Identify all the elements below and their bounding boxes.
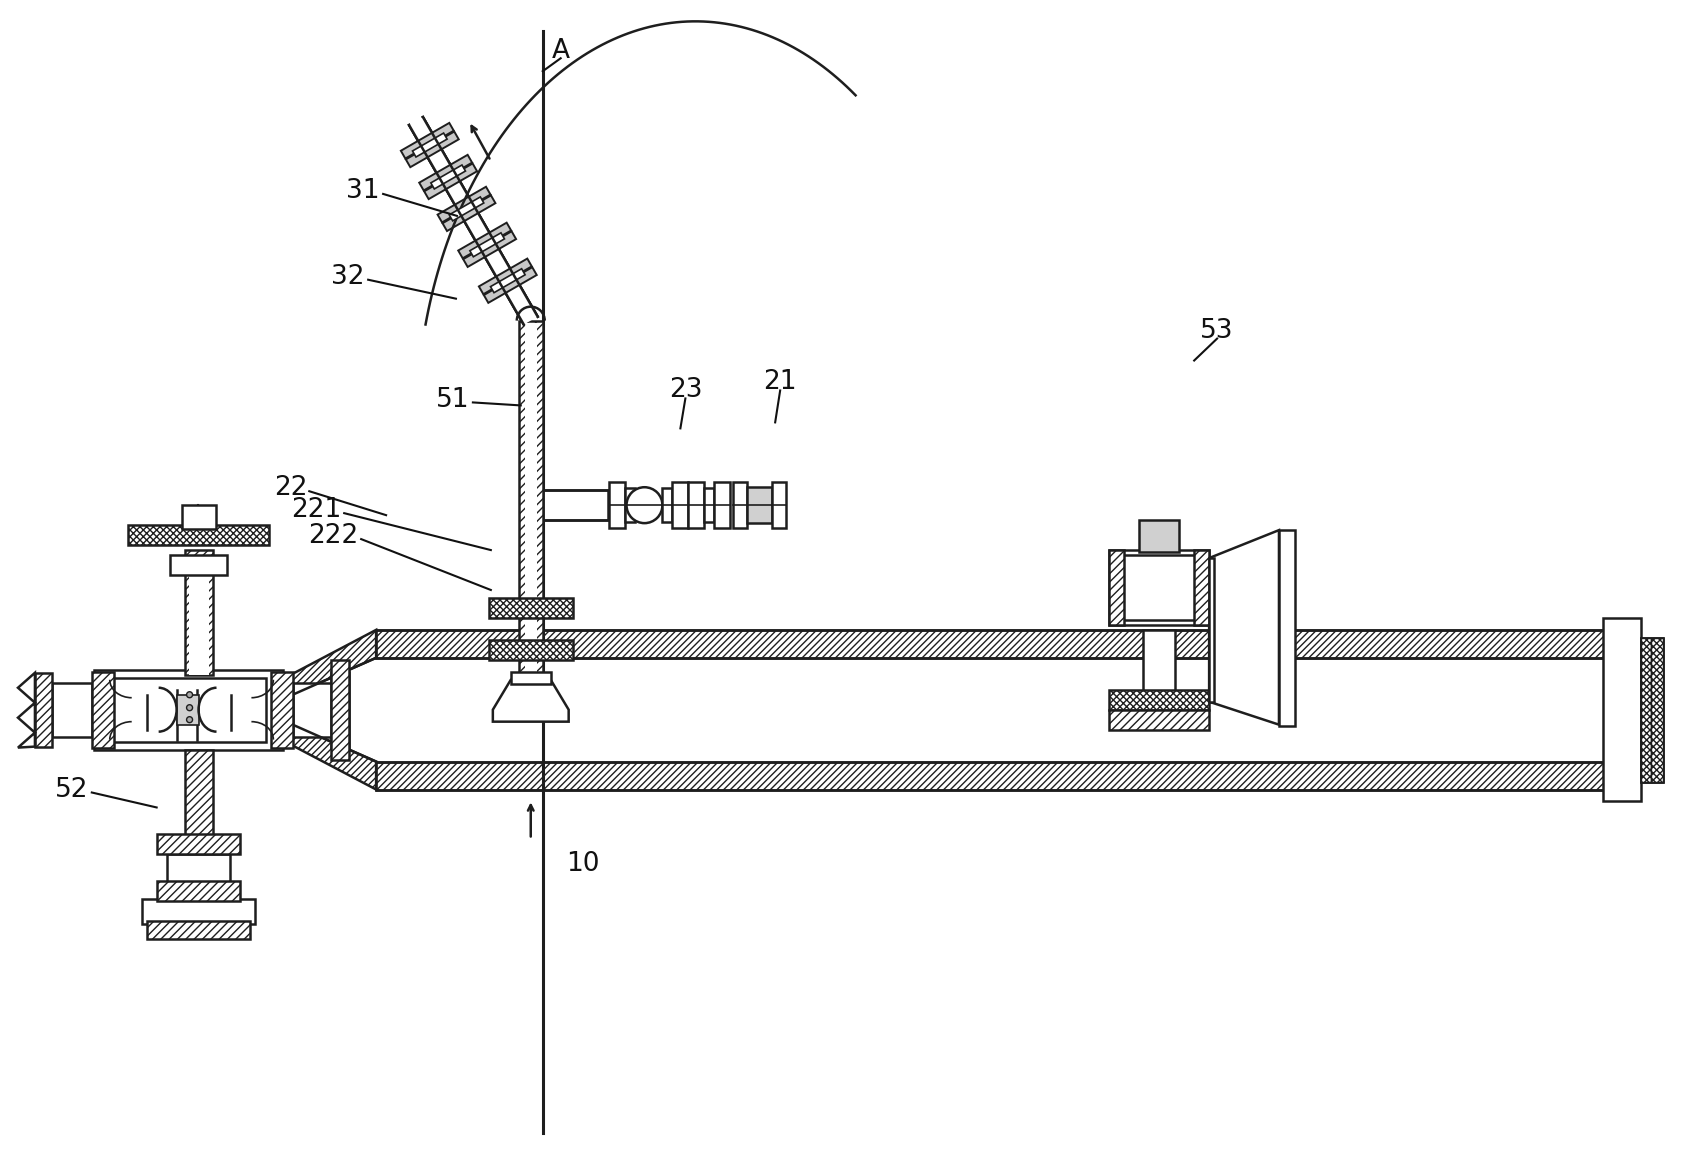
Bar (673, 482, 688, 528)
Bar (189, 555, 208, 675)
Bar (271, 672, 293, 747)
Text: 221: 221 (291, 497, 342, 523)
Polygon shape (406, 132, 458, 168)
Polygon shape (419, 155, 472, 191)
Bar (705, 488, 714, 523)
Polygon shape (484, 268, 536, 303)
Bar (543, 490, 607, 520)
Bar (375, 761, 1639, 789)
Bar (167, 854, 230, 885)
Bar (36, 673, 52, 746)
Bar (1119, 555, 1199, 620)
Text: 222: 222 (308, 523, 358, 549)
Polygon shape (409, 118, 538, 325)
Polygon shape (458, 222, 511, 258)
Polygon shape (463, 232, 516, 267)
Bar (1650, 638, 1662, 781)
Polygon shape (438, 186, 490, 222)
Text: 52: 52 (56, 776, 88, 802)
Polygon shape (492, 680, 568, 722)
Text: 51: 51 (436, 388, 470, 413)
Bar (1109, 690, 1209, 710)
Bar (1640, 638, 1650, 781)
Bar (1143, 630, 1175, 710)
Text: 10: 10 (566, 851, 599, 878)
Polygon shape (443, 196, 495, 230)
Bar (1603, 618, 1640, 802)
Bar (624, 488, 634, 523)
Polygon shape (1209, 530, 1278, 725)
Bar (519, 320, 543, 719)
Bar (1109, 551, 1125, 625)
Bar (147, 921, 250, 939)
Polygon shape (413, 133, 446, 157)
Bar (714, 482, 731, 528)
Text: 21: 21 (763, 369, 796, 396)
Polygon shape (401, 123, 453, 158)
Bar (293, 683, 333, 737)
Bar (142, 900, 255, 924)
Bar (609, 482, 624, 528)
Bar (331, 672, 348, 747)
Bar (773, 482, 786, 528)
Bar (93, 669, 284, 750)
Text: 32: 32 (331, 264, 365, 290)
Polygon shape (490, 269, 526, 292)
Bar (1278, 530, 1295, 725)
Polygon shape (424, 163, 477, 199)
Polygon shape (450, 197, 484, 221)
Text: A: A (551, 38, 570, 64)
Text: 31: 31 (347, 178, 380, 204)
Bar (489, 640, 573, 660)
Bar (129, 525, 269, 545)
Bar (747, 488, 773, 523)
Text: 53: 53 (1201, 318, 1234, 343)
Circle shape (186, 717, 193, 723)
Polygon shape (431, 165, 465, 189)
Bar (511, 672, 551, 683)
Bar (375, 630, 1639, 658)
Bar (1109, 551, 1209, 625)
Bar (184, 750, 213, 839)
Bar (112, 677, 267, 741)
Bar (1640, 638, 1662, 781)
Bar (1194, 551, 1209, 625)
Polygon shape (19, 673, 36, 747)
Polygon shape (281, 630, 375, 700)
Text: 23: 23 (668, 377, 702, 404)
Bar (688, 482, 705, 528)
Bar (157, 881, 240, 901)
Bar (91, 672, 113, 747)
Bar (1109, 710, 1209, 730)
Bar (1209, 558, 1214, 702)
Bar (734, 482, 747, 528)
Bar (181, 505, 215, 530)
Bar (52, 683, 91, 737)
Bar (176, 695, 198, 725)
Bar (331, 660, 348, 760)
Bar (524, 322, 536, 718)
Circle shape (186, 704, 193, 711)
Circle shape (627, 488, 663, 523)
Text: 22: 22 (274, 475, 308, 502)
Bar (375, 658, 1639, 761)
Bar (169, 555, 228, 575)
Bar (184, 551, 213, 675)
Polygon shape (470, 233, 504, 257)
Bar (489, 598, 573, 618)
Bar (1140, 520, 1179, 552)
Polygon shape (281, 719, 375, 789)
Bar (663, 488, 673, 523)
Circle shape (186, 691, 193, 697)
Bar (157, 835, 240, 854)
Bar (1640, 638, 1662, 781)
Polygon shape (479, 258, 531, 294)
